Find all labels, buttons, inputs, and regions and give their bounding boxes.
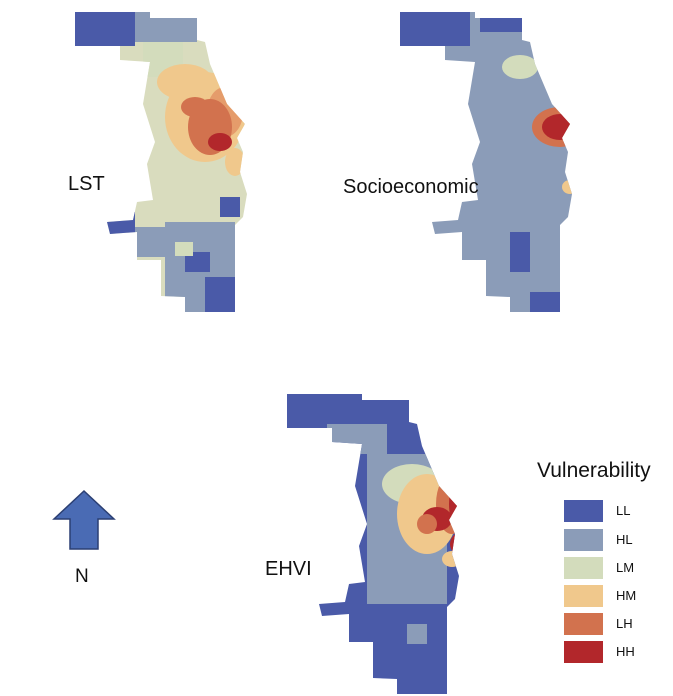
legend-item-lm: LM (564, 557, 664, 579)
north-arrow-icon (52, 489, 116, 550)
legend-swatch (564, 641, 603, 663)
legend-label: LH (616, 616, 633, 631)
legend-swatch (564, 585, 603, 607)
map-label-lst: LST (68, 173, 105, 195)
legend-swatch (564, 500, 603, 522)
legend-label: HL (616, 532, 633, 547)
map-lst (75, 12, 247, 312)
legend-swatch (564, 529, 603, 551)
legend-item-hh: HH (564, 641, 664, 663)
legend-swatch (564, 557, 603, 579)
legend-item-ll: LL (564, 500, 664, 522)
legend-label: HH (616, 644, 635, 659)
north-label: N (75, 566, 89, 587)
legend-label: HM (616, 588, 637, 603)
legend-item-lh: LH (564, 613, 664, 635)
map-label-socioeconomic: Socioeconomic (343, 176, 479, 198)
legend-title: Vulnerability (537, 459, 651, 482)
legend-item-hl: HL (564, 529, 664, 551)
map-ehvi (287, 394, 459, 694)
map-label-ehvi: EHVI (265, 558, 312, 580)
legend-item-hm: HM (564, 585, 664, 607)
legend-swatch (564, 613, 603, 635)
legend-label: LM (616, 560, 635, 575)
legend-label: LL (616, 503, 631, 518)
map-socioeconomic (400, 12, 572, 312)
